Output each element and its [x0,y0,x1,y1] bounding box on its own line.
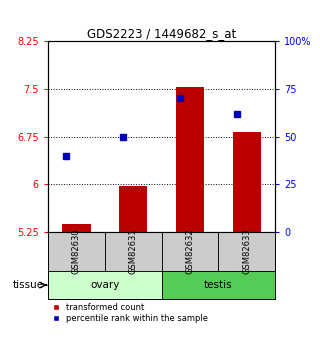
Text: tissue: tissue [12,280,44,290]
Text: GSM82630: GSM82630 [72,228,81,274]
Text: GSM82633: GSM82633 [242,228,251,274]
Text: testis: testis [204,280,233,290]
Bar [233,132,261,231]
Bar [176,87,204,231]
Bar [219,231,275,271]
Legend: transformed count, percentile rank within the sample: transformed count, percentile rank withi… [52,304,207,323]
Bar [105,231,162,271]
Bar [162,231,218,271]
Bar [48,271,162,299]
Text: ovary: ovary [90,280,119,290]
Bar [62,224,91,231]
Bar [162,271,275,299]
Title: GDS2223 / 1449682_s_at: GDS2223 / 1449682_s_at [87,27,236,40]
Text: GSM82631: GSM82631 [129,228,138,274]
Text: GSM82632: GSM82632 [186,228,195,274]
Bar [119,186,148,231]
Bar [48,231,105,271]
